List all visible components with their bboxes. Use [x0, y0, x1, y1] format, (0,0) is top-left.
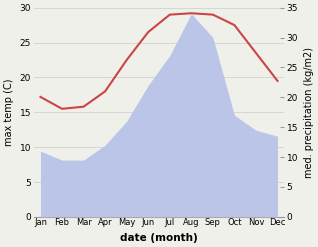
Y-axis label: max temp (C): max temp (C) [4, 79, 14, 146]
X-axis label: date (month): date (month) [120, 233, 198, 243]
Y-axis label: med. precipitation (kg/m2): med. precipitation (kg/m2) [304, 47, 314, 178]
